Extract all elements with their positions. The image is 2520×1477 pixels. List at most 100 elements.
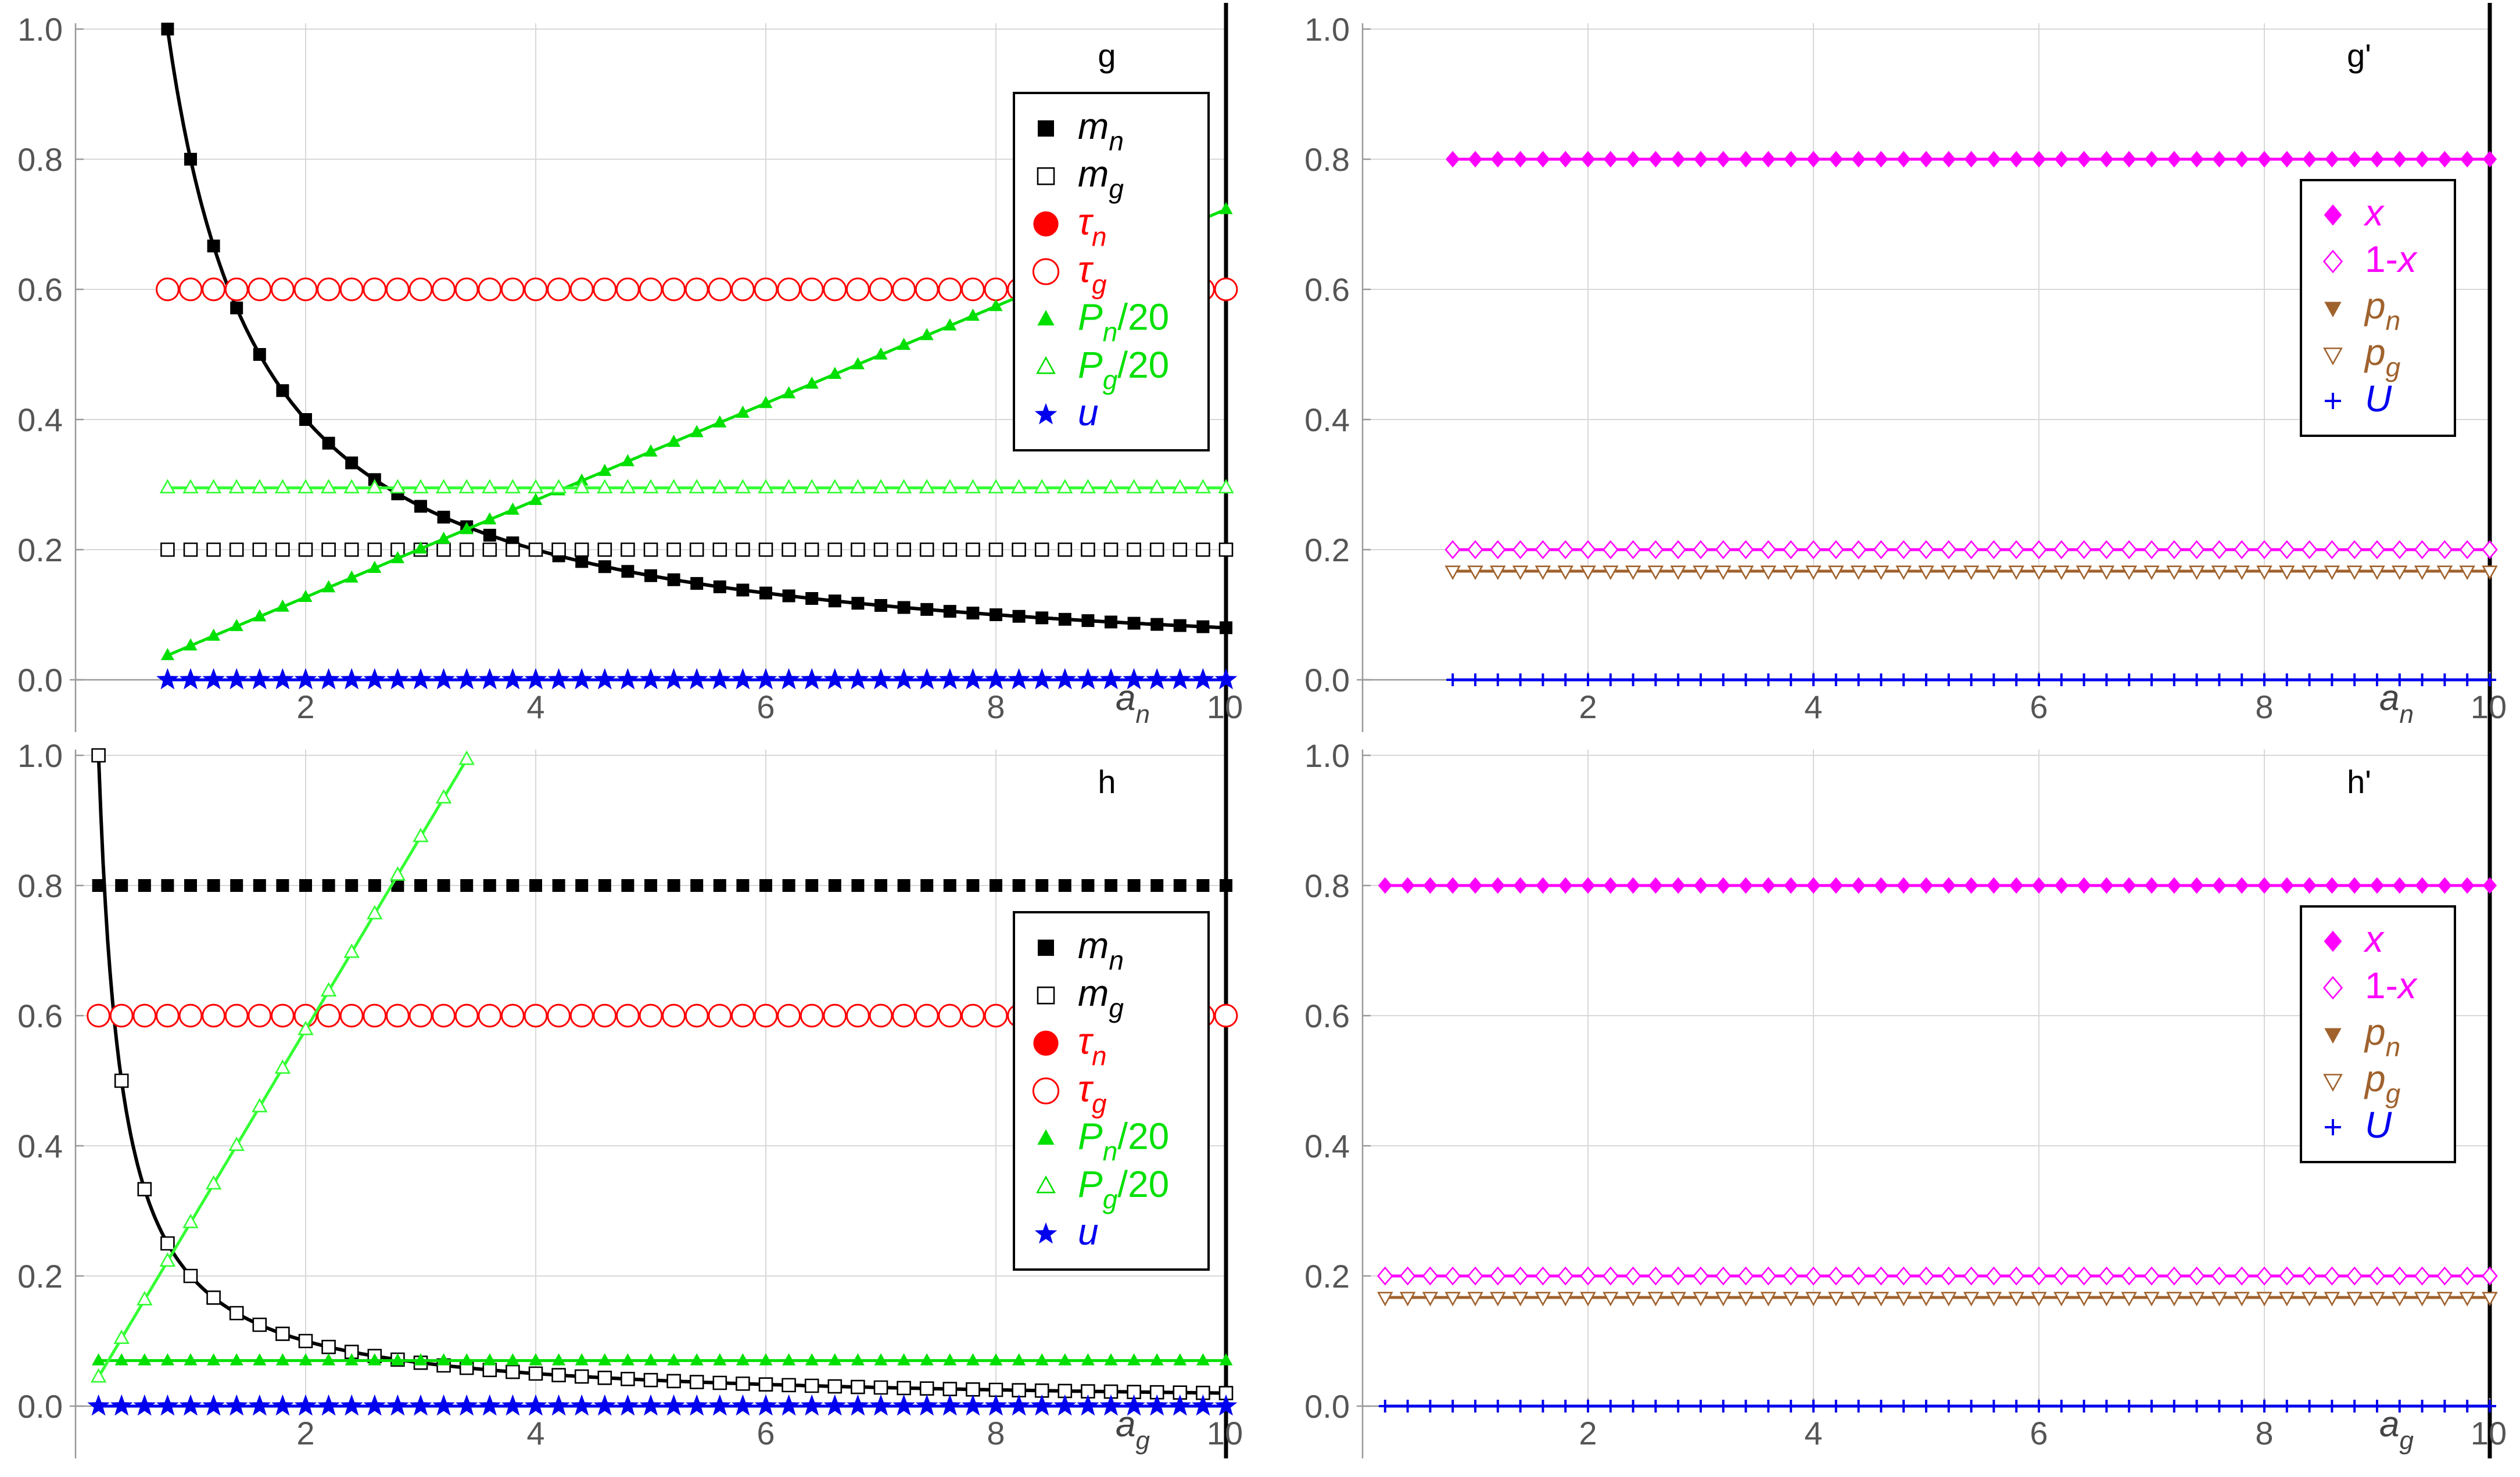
- data-point: [736, 542, 750, 557]
- data-point: [253, 1353, 267, 1365]
- legend-label-sub: g: [2386, 352, 2401, 382]
- data-point: [1963, 540, 1980, 560]
- data-point: [1489, 540, 1506, 560]
- data-point: [1536, 150, 1550, 168]
- data-point: [1850, 565, 1867, 580]
- data-point: [482, 479, 498, 494]
- data-point: [414, 879, 427, 892]
- data-point: [1172, 479, 1188, 494]
- data-point: [322, 879, 335, 892]
- data-point: [1784, 150, 1798, 168]
- data-point: [2010, 673, 2023, 686]
- legend-marker: [2324, 204, 2342, 226]
- data-point: [1987, 673, 2001, 686]
- data-point: [800, 1394, 823, 1416]
- data-point: [851, 357, 865, 370]
- data-point: [943, 318, 957, 331]
- data-point: [1125, 479, 1142, 494]
- data-point: [897, 879, 911, 892]
- data-point: [436, 542, 451, 557]
- data-point: [160, 1236, 175, 1251]
- data-point: [1761, 150, 1776, 168]
- data-point: [297, 1020, 314, 1035]
- data-point: [1580, 877, 1596, 894]
- data-point: [501, 277, 525, 302]
- legend-marker: [1038, 120, 1054, 137]
- data-point: [2371, 673, 2383, 686]
- data-point: [1851, 877, 1866, 894]
- data-point: [708, 277, 732, 302]
- data-point: [1035, 1353, 1049, 1365]
- data-point: [390, 1353, 404, 1365]
- legend-marker: [1034, 1222, 1058, 1244]
- data-point: [432, 1003, 456, 1028]
- legend-label: pg: [2364, 1057, 2401, 1109]
- data-point: [2325, 150, 2339, 168]
- data-point: [321, 542, 336, 557]
- data-point: [597, 1371, 612, 1385]
- data-point: [712, 479, 728, 494]
- data-point: [1648, 150, 1663, 168]
- data-point: [1444, 565, 1461, 580]
- data-point: [386, 1394, 409, 1416]
- data-point: [1963, 1266, 1980, 1286]
- x-tick-label: 10: [2471, 689, 2507, 725]
- y-tick-label: 0.2: [1304, 1258, 1350, 1295]
- data-point: [712, 1375, 727, 1390]
- data-point: [919, 1381, 934, 1396]
- data-point: [2370, 150, 2385, 168]
- data-point: [2325, 1400, 2339, 1413]
- legend-label-sub: n: [1092, 221, 1107, 252]
- x-tick-label: 8: [987, 1415, 1005, 1451]
- data-point: [1603, 877, 1618, 894]
- data-point: [2278, 1266, 2295, 1286]
- data-point: [1099, 668, 1123, 690]
- data-point: [2483, 673, 2496, 686]
- data-point: [2055, 673, 2068, 686]
- data-point: [432, 1394, 455, 1416]
- data-point: [276, 384, 289, 397]
- data-point: [1376, 1266, 1393, 1286]
- data-point: [1897, 1400, 1910, 1413]
- data-point: [804, 542, 819, 557]
- data-point: [1942, 673, 1955, 686]
- legend-label-sub: g: [1103, 365, 1118, 395]
- data-point: [1602, 1266, 1619, 1286]
- data-point: [574, 1369, 589, 1384]
- data-point: [1806, 150, 1821, 168]
- data-point: [529, 1353, 543, 1365]
- data-point: [414, 1353, 428, 1365]
- data-point: [2099, 150, 2114, 168]
- data-point: [1058, 542, 1073, 557]
- data-point: [1827, 540, 1844, 560]
- legend-label-sub: n: [1092, 1041, 1107, 1071]
- data-point: [1918, 1292, 1934, 1307]
- data-point: [1219, 1353, 1233, 1365]
- data-point: [2393, 1400, 2406, 1413]
- data-point: [432, 668, 455, 690]
- data-point: [1738, 150, 1753, 168]
- data-point: [1103, 542, 1119, 557]
- data-point: [593, 277, 617, 302]
- data-point: [1467, 1292, 1483, 1307]
- data-point: [984, 668, 1008, 690]
- data-point: [851, 1379, 865, 1394]
- data-point: [712, 542, 727, 557]
- data-point: [759, 586, 772, 600]
- data-point: [367, 542, 382, 557]
- data-point: [1625, 1266, 1641, 1286]
- data-point: [1895, 1266, 1912, 1286]
- data-point: [524, 277, 548, 302]
- x-axis-label-sub: g: [2399, 1426, 2414, 1455]
- data-point: [92, 879, 105, 892]
- data-point: [1829, 673, 1842, 686]
- data-point: [1985, 565, 2002, 580]
- data-point: [2258, 1400, 2271, 1413]
- data-point: [713, 580, 726, 593]
- data-point: [2009, 877, 2024, 894]
- data-point: [1034, 479, 1050, 494]
- data-point: [1168, 668, 1192, 690]
- data-point: [2256, 1292, 2272, 1307]
- data-point: [1446, 150, 1460, 168]
- data-point: [367, 479, 383, 494]
